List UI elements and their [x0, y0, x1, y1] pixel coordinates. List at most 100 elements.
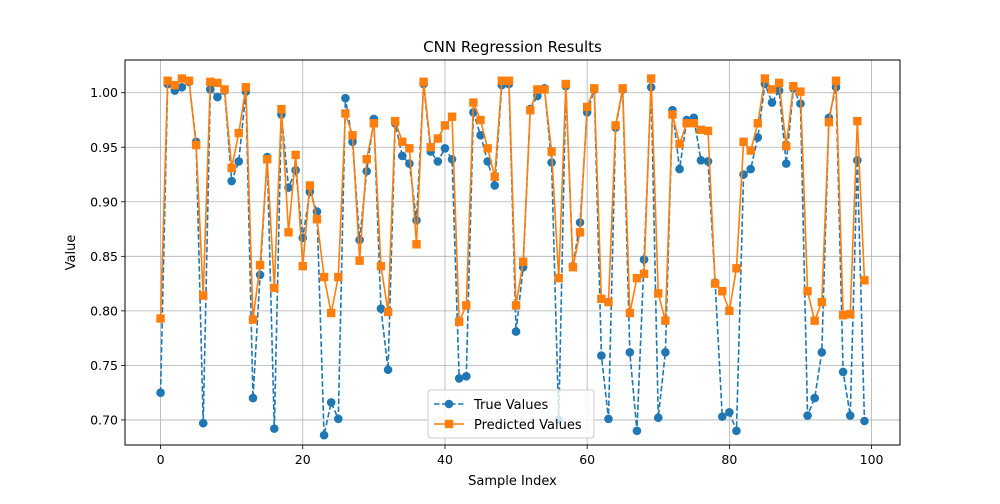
predicted-value-point	[476, 115, 485, 125]
predicted-value-point	[348, 131, 357, 140]
predicted-value-point	[646, 74, 656, 83]
true-value-point	[810, 393, 819, 403]
predicted-value-point	[433, 134, 443, 143]
predicted-value-point	[163, 76, 172, 85]
true-value-point	[817, 347, 827, 357]
true-value-point	[604, 414, 613, 424]
predicted-value-point	[191, 140, 201, 150]
true-value-point	[746, 164, 755, 174]
predicted-value-point	[483, 144, 492, 153]
predicted-value-point	[369, 119, 379, 128]
true-value-point	[461, 371, 471, 381]
true-value-point	[213, 92, 222, 102]
true-value-point	[341, 93, 350, 103]
true-value-point	[397, 151, 407, 161]
true-value-point	[454, 374, 464, 383]
x-tick-label: 80	[721, 452, 737, 467]
true-value-point	[376, 304, 386, 313]
true-value-point	[412, 216, 421, 225]
true-value-point	[725, 407, 734, 417]
y-tick-label: 1.00	[90, 85, 118, 100]
predicted-value-point	[739, 137, 748, 146]
predicted-value-point	[846, 309, 855, 319]
predicted-value-point	[838, 311, 848, 320]
true-value-point	[248, 393, 258, 403]
predicted-value-point	[326, 308, 336, 318]
y-axis-label: Value	[64, 235, 79, 271]
plot-frame	[124, 59, 901, 446]
true-value-point	[853, 156, 862, 165]
predicted-value-point	[746, 146, 755, 155]
true-value-point	[227, 176, 236, 186]
predicted-value-point	[334, 272, 343, 282]
true-value-point	[860, 416, 869, 426]
predicted-value-point	[625, 308, 635, 318]
predicted-value-point	[568, 263, 578, 272]
predicted-value-point	[341, 109, 350, 118]
predicted-value-point	[511, 301, 521, 310]
predicted-value-point	[703, 126, 713, 136]
true-value-point	[383, 365, 393, 375]
predicted-value-point	[526, 105, 535, 115]
predicted-value-point	[241, 83, 251, 92]
predicted-value-point	[590, 84, 599, 93]
predicted-value-point	[199, 291, 208, 300]
predicted-value-point	[454, 317, 464, 326]
predicted-value-point	[639, 269, 649, 278]
legend-marker-predicted	[444, 419, 454, 429]
predicted-value-point	[206, 77, 215, 87]
predicted-value-point	[447, 112, 457, 121]
predicted-value-point	[540, 85, 549, 94]
predicted-value-point	[277, 104, 286, 114]
true-value-point	[597, 351, 606, 360]
predicted-value-point	[412, 240, 421, 249]
predicted-value-point	[611, 121, 620, 130]
predicted-value-point	[305, 181, 315, 190]
true-value-point	[661, 347, 670, 357]
predicted-value-point	[682, 119, 691, 128]
true-value-point	[753, 133, 763, 142]
predicted-value-point	[810, 316, 819, 325]
predicted-value-point	[390, 116, 400, 126]
predicted-value-point	[298, 261, 307, 271]
predicted-value-point	[284, 228, 293, 237]
true-value-point	[703, 157, 713, 166]
predicted-value-point	[760, 74, 770, 83]
true-value-point	[447, 154, 457, 164]
predicted-value-point	[654, 289, 663, 298]
predicted-value-point	[710, 279, 720, 288]
y-tick-label: 0.95	[90, 140, 118, 155]
true-value-point	[739, 170, 748, 179]
y-tick-label: 0.70	[90, 412, 118, 427]
predicted-value-point	[248, 315, 258, 324]
predicted-value-point	[554, 273, 563, 283]
x-tick-label: 20	[295, 452, 311, 467]
true-value-point	[774, 86, 784, 95]
y-tick-label: 0.90	[90, 194, 118, 209]
true-value-point	[511, 327, 521, 336]
predicted-value-point	[355, 256, 364, 265]
predicted-value-point	[597, 294, 606, 304]
y-tick-label: 0.80	[90, 303, 118, 318]
true-value-point	[355, 235, 364, 245]
true-value-point	[326, 398, 336, 407]
x-tick-label: 60	[579, 452, 595, 467]
predicted-value-point	[469, 98, 478, 107]
true-value-point	[845, 411, 855, 420]
predicted-value-point	[504, 76, 514, 85]
true-value-point	[717, 412, 727, 421]
predicted-value-point	[234, 128, 243, 138]
predicted-value-point	[774, 78, 784, 88]
true-value-point	[270, 424, 279, 433]
predicted-value-point	[817, 297, 826, 307]
predicted-value-point	[732, 264, 741, 273]
predicted-value-point	[440, 121, 450, 130]
predicted-value-point	[376, 261, 386, 271]
true-value-point	[405, 159, 414, 168]
true-value-point	[198, 418, 208, 428]
true-value-point	[838, 367, 848, 377]
predicted-value-point	[661, 316, 670, 325]
series-layer	[156, 74, 869, 440]
